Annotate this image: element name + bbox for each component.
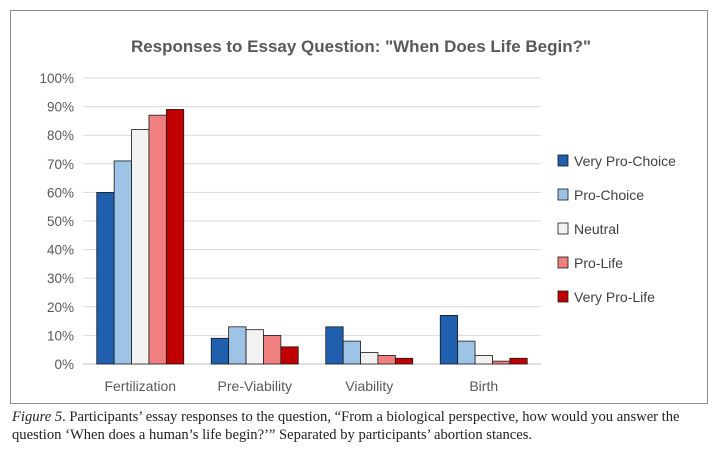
legend-label: Pro-Choice	[574, 187, 644, 203]
bar-pro-life-fertilization	[148, 114, 167, 365]
x-category-label: Birth	[469, 378, 498, 394]
bar-chart: Responses to Essay Question: "When Does …	[39, 37, 676, 394]
bar-very-pro-life-pre-viability	[280, 346, 299, 365]
y-tick-label: 100%	[39, 71, 74, 86]
bar-pro-choice-viability	[342, 340, 361, 365]
y-tick-label: 90%	[47, 100, 74, 115]
legend-label: Very Pro-Life	[574, 289, 655, 305]
y-tick-label: 0%	[54, 357, 74, 372]
legend-swatch	[557, 188, 569, 201]
bar-neutral-fertilization	[131, 129, 150, 365]
bar-pro-choice-fertilization	[113, 160, 132, 365]
caption-text: . Participants’ essay responses to the q…	[12, 409, 680, 443]
bar-neutral-pre-viability	[245, 329, 264, 365]
legend-swatch	[557, 154, 569, 167]
bar-very-pro-life-fertilization	[165, 109, 185, 365]
y-tick-label: 80%	[47, 128, 74, 143]
bar-very-pro-choice-birth	[439, 314, 459, 365]
legend-label: Pro-Life	[574, 255, 623, 271]
chart-frame: Responses to Essay Question: "When Does …	[10, 10, 708, 404]
legend-label: Neutral	[574, 221, 619, 237]
figure-caption: Figure 5. Participants’ essay responses …	[12, 408, 712, 444]
figure-label: Figure 5	[12, 409, 63, 425]
y-tick-label: 20%	[47, 300, 74, 315]
bar-very-pro-life-viability	[394, 357, 414, 365]
y-tick-label: 10%	[47, 328, 74, 343]
bar-pro-life-pre-viability	[263, 334, 282, 365]
chart-title: Responses to Essay Question: "When Does …	[131, 37, 591, 56]
legend-swatch	[557, 222, 569, 235]
bar-pro-choice-pre-viability	[228, 326, 247, 365]
bar-very-pro-life-birth	[509, 357, 528, 365]
x-category-label: Pre-Viability	[218, 378, 292, 394]
legend-swatch	[557, 256, 569, 269]
bar-neutral-viability	[360, 352, 379, 365]
y-tick-label: 70%	[47, 157, 74, 172]
y-tick-label: 30%	[47, 271, 74, 286]
legend-label: Very Pro-Choice	[574, 153, 676, 169]
x-category-label: Fertilization	[104, 378, 176, 394]
bar-very-pro-choice-fertilization	[96, 191, 115, 365]
bar-neutral-birth	[474, 355, 493, 365]
bar-pro-choice-birth	[457, 340, 476, 365]
x-category-label: Viability	[345, 378, 393, 394]
bar-very-pro-choice-viability	[325, 326, 344, 365]
y-tick-label: 50%	[47, 214, 74, 229]
legend-swatch	[557, 290, 569, 303]
y-tick-label: 40%	[47, 243, 74, 258]
bar-very-pro-choice-pre-viability	[210, 337, 230, 365]
y-tick-label: 60%	[47, 185, 74, 200]
bar-pro-life-viability	[377, 355, 396, 365]
bar-pro-life-birth	[492, 360, 511, 365]
